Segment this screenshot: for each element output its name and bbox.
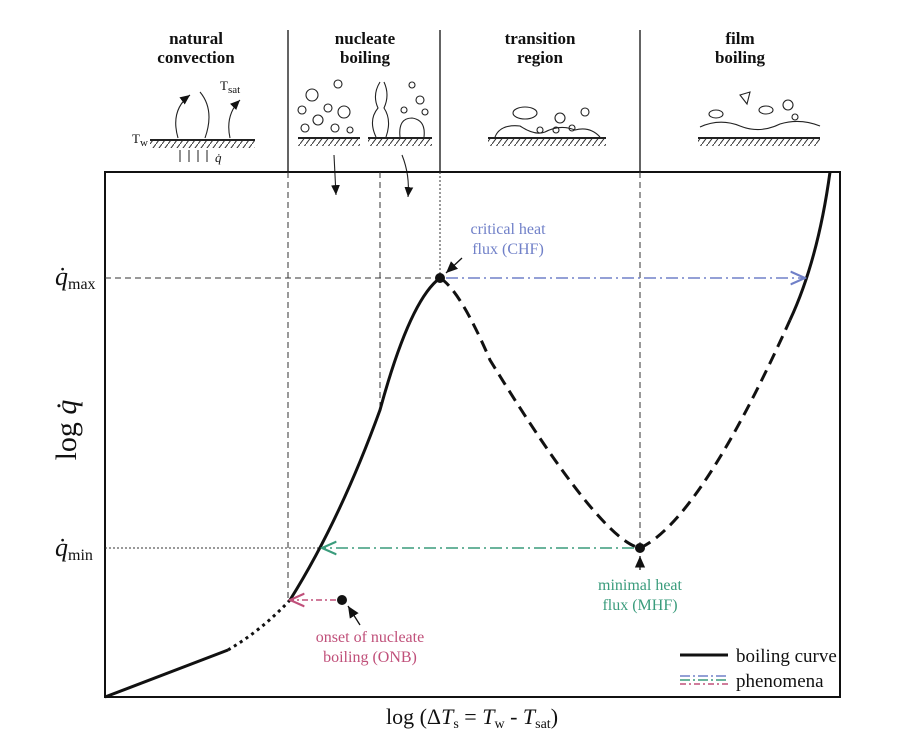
x-axis-label: log (ΔTs = Tw - Tsat) [386,704,558,732]
text-part: T [441,704,455,729]
text-part: T [132,131,140,146]
sketches [150,79,821,198]
y-axis-label: log q̇ [50,400,83,461]
guide-lines [105,172,641,600]
text-part: = [459,704,482,729]
text-part: max [68,276,96,293]
y-mark: q̇max [55,262,96,293]
dividers [287,30,641,172]
text-part: q̇ [55,262,68,291]
y-mark: q̇min [55,533,93,564]
chf-point [435,273,445,283]
mhf-point [635,543,645,553]
annotation: critical heat [470,221,546,238]
text-part: s [453,717,458,732]
region-header: nucleate [335,29,396,48]
annotation: flux (CHF) [472,241,544,258]
region-header: region [517,48,564,67]
region-header: natural [169,29,223,48]
legend-label: boiling curve [736,646,837,667]
text-part: T [220,78,228,93]
text-part: T [523,704,537,729]
sketch-label: Tw [132,131,148,149]
text-part: sat [228,84,240,96]
onb-point [337,595,347,605]
sketch-label: Tsat [220,78,240,96]
text-part: w [140,137,148,149]
text-part: min [68,547,93,564]
text-part: log [50,422,83,460]
text-part: w [494,717,505,732]
text-part: q̇ [55,533,68,562]
text-part: q̇ [50,400,83,415]
region-header: boiling [715,48,766,67]
annotation: minimal heat [598,577,683,594]
region-header: film [725,29,754,48]
annotation: boiling (ONB) [323,649,417,666]
pointers [347,257,646,626]
region-header: convection [157,48,235,67]
text-part: ) [551,704,558,729]
text-part: sat [535,717,551,732]
region-header: transition [505,29,576,48]
legend: boiling curve phenomena [680,646,837,692]
annotation: flux (MHF) [602,597,677,614]
sketch-label: q̇ [215,150,222,165]
text-part: T [482,704,496,729]
region-header: boiling [340,48,391,67]
text-part: - [505,704,523,729]
legend-label: phenomena [736,671,824,692]
text-part: log (Δ [386,704,441,729]
plot-frame [104,171,841,698]
boiling-curve [104,171,832,699]
annotation: onset of nucleate [316,629,424,646]
